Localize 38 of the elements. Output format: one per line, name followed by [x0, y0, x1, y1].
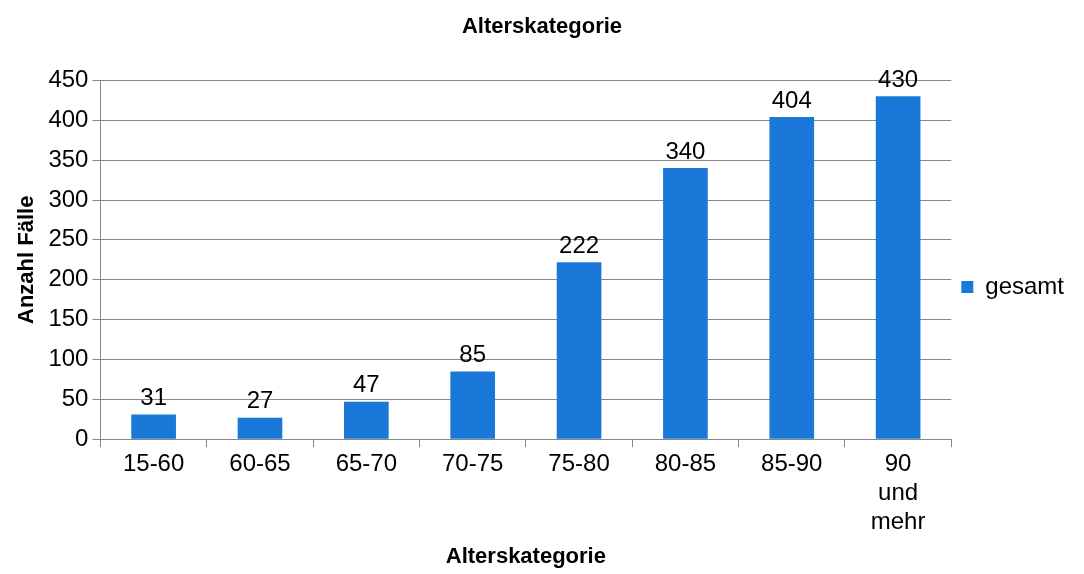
x-tick-label: 80-85 [654, 449, 717, 477]
bar [131, 414, 176, 439]
x-tick-label: 60-65 [229, 449, 291, 477]
y-tick-label: 300 [48, 184, 89, 212]
y-tick-label: 400 [48, 104, 89, 132]
data-label: 31 [140, 383, 167, 411]
bar [450, 371, 496, 439]
data-label: 85 [459, 340, 487, 368]
data-label: 404 [771, 85, 812, 113]
bar [344, 401, 389, 439]
data-label: 27 [246, 386, 274, 414]
y-tick-label: 0 [75, 423, 89, 451]
y-axis-title: Anzahl Fälle [13, 195, 39, 324]
x-tick-label: 65-70 [335, 449, 398, 477]
x-axis-title: Alterskategorie [445, 542, 606, 568]
y-tick-label: 450 [48, 65, 89, 93]
legend-label: gesamt [985, 271, 1065, 299]
x-tick-label: 70-75 [442, 449, 504, 477]
x-tick-label: 90 und mehr [870, 449, 926, 534]
y-tick-label: 50 [61, 383, 89, 411]
y-tick-label: 350 [48, 144, 89, 172]
bar [237, 417, 283, 439]
x-tick-label: 85-90 [761, 449, 823, 477]
x-tick-label: 75-80 [548, 449, 610, 477]
data-label: 222 [559, 230, 600, 258]
bar [556, 262, 602, 439]
bar [769, 117, 815, 439]
y-tick-label: 150 [48, 304, 89, 332]
x-tick-label: 15-60 [122, 449, 185, 477]
data-label: 47 [352, 370, 380, 398]
y-tick-label: 200 [48, 264, 89, 292]
data-label: 430 [878, 64, 919, 92]
data-label: 340 [665, 136, 706, 164]
y-tick-label: 100 [48, 344, 89, 372]
bar [875, 96, 921, 439]
chart-title: Alterskategorie [461, 13, 623, 39]
y-tick-label: 250 [48, 224, 89, 252]
bar [663, 168, 708, 439]
